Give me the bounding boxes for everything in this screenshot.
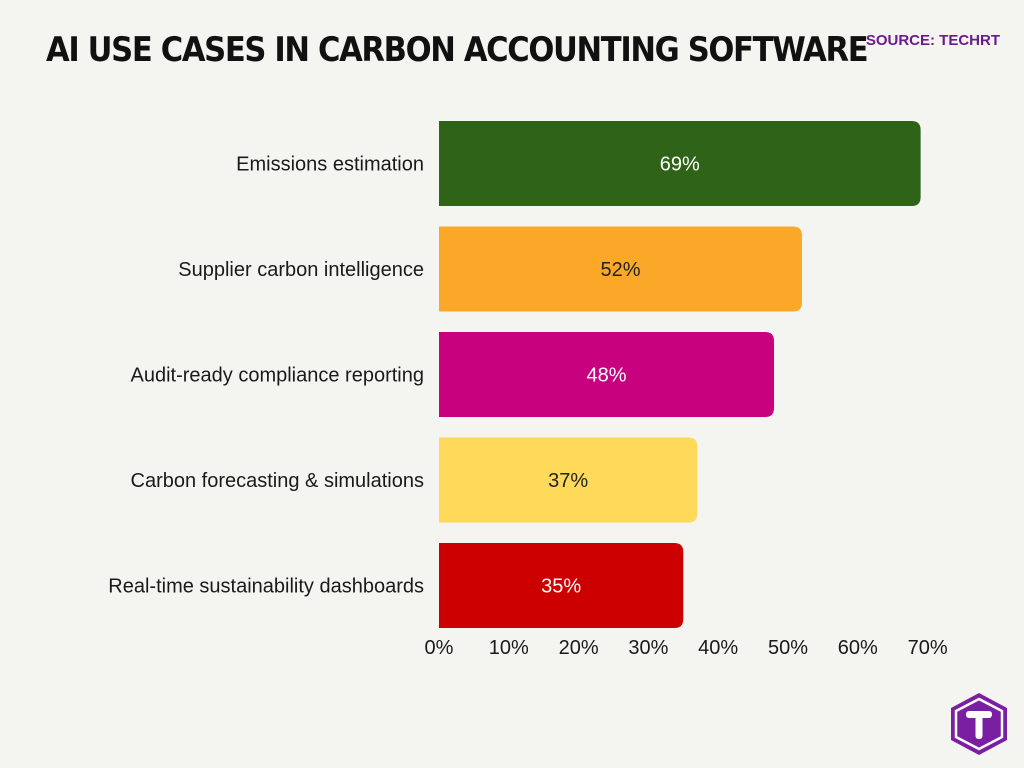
bar [439, 121, 921, 206]
chart-title: AI USE CASES IN CARBON ACCOUNTING SOFTWA… [46, 30, 869, 70]
x-tick-label: 0% [425, 637, 454, 659]
techrt-logo-icon [951, 693, 1007, 755]
source-label: SOURCE: TECHRT [865, 32, 1000, 49]
category-label: Real-time sustainability dashboards [108, 576, 424, 598]
x-tick-label: 70% [908, 637, 948, 659]
data-label: 37% [548, 470, 588, 492]
bar [439, 437, 698, 523]
bar [439, 332, 775, 417]
x-tick-label: 40% [698, 637, 738, 659]
data-label: 35% [541, 576, 581, 598]
x-tick-label: 20% [559, 637, 599, 659]
x-tick-label: 60% [838, 637, 878, 659]
category-label: Carbon forecasting & simulations [131, 470, 424, 492]
x-tick-label: 50% [768, 637, 808, 659]
category-label: Audit-ready compliance reporting [131, 365, 425, 387]
data-label: 52% [600, 259, 640, 281]
x-tick-label: 30% [628, 637, 668, 659]
data-label: 69% [660, 154, 700, 176]
bar [439, 226, 802, 312]
x-tick-label: 10% [489, 637, 529, 659]
bar [439, 543, 684, 628]
category-label: Emissions estimation [236, 154, 424, 176]
category-label: Supplier carbon intelligence [178, 259, 424, 281]
data-label: 48% [587, 365, 627, 387]
